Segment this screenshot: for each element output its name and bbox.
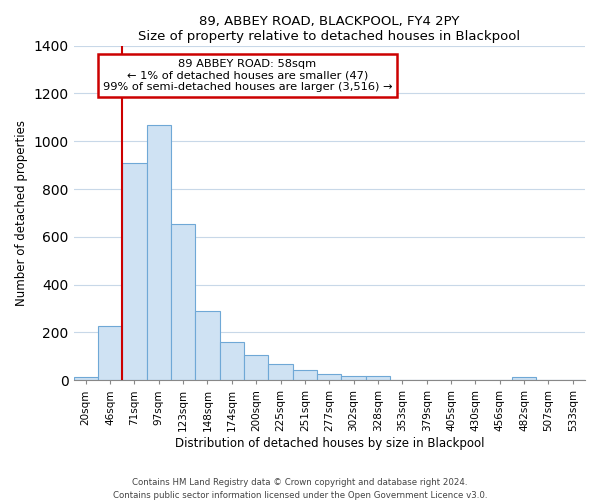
Bar [293, 370, 317, 380]
Bar [74, 376, 98, 380]
Bar [146, 125, 171, 380]
Text: Contains HM Land Registry data © Crown copyright and database right 2024.
Contai: Contains HM Land Registry data © Crown c… [113, 478, 487, 500]
X-axis label: Distribution of detached houses by size in Blackpool: Distribution of detached houses by size … [175, 437, 484, 450]
Bar [122, 162, 146, 380]
Bar [317, 374, 341, 380]
Bar [171, 224, 196, 380]
Bar [366, 376, 390, 380]
Bar [341, 376, 366, 380]
Title: 89, ABBEY ROAD, BLACKPOOL, FY4 2PY
Size of property relative to detached houses : 89, ABBEY ROAD, BLACKPOOL, FY4 2PY Size … [138, 15, 520, 43]
Bar [512, 378, 536, 380]
Bar [244, 354, 268, 380]
Bar [98, 326, 122, 380]
Text: 89 ABBEY ROAD: 58sqm
← 1% of detached houses are smaller (47)
99% of semi-detach: 89 ABBEY ROAD: 58sqm ← 1% of detached ho… [103, 59, 392, 92]
Y-axis label: Number of detached properties: Number of detached properties [15, 120, 28, 306]
Bar [196, 312, 220, 380]
Bar [268, 364, 293, 380]
Bar [220, 342, 244, 380]
